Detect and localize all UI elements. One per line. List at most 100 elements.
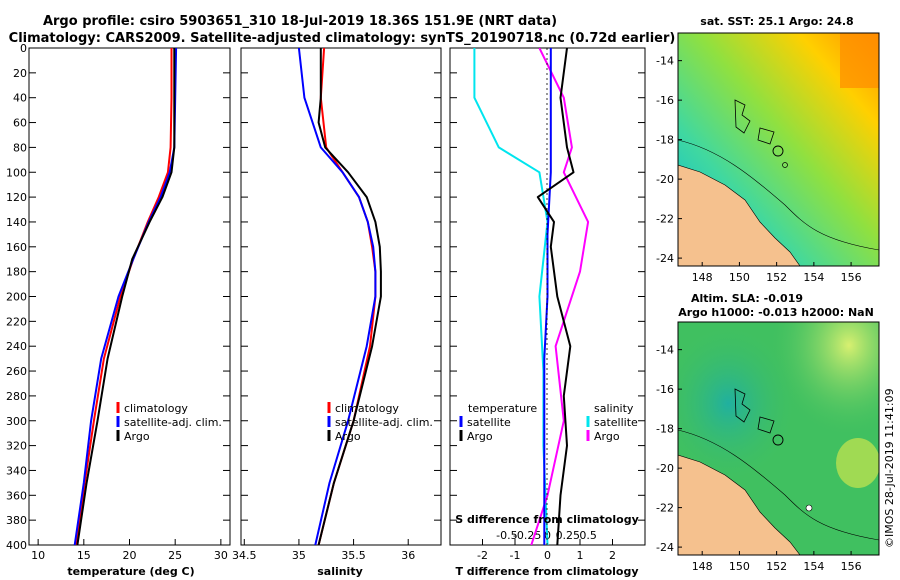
depth-tick-label: 300 <box>6 415 27 428</box>
x-tick-label: 34.5 <box>232 549 257 562</box>
argo-position-marker <box>772 145 784 157</box>
salinity-panel-frame <box>240 47 442 546</box>
sst-warm-patch <box>840 33 879 88</box>
legend-title-salinity: salinity <box>594 402 634 415</box>
temperature-legend: climatology satellite-adj. clim. Argo <box>116 402 222 443</box>
salinity-legend: climatology satellite-adj. clim. Argo <box>327 402 433 443</box>
sla-map <box>678 322 879 555</box>
salinity-x-axis: 34.5 35 35.5 36 <box>232 539 415 562</box>
legend-label-argo: Argo <box>124 430 150 443</box>
x-tick-label: 0 <box>544 549 551 562</box>
x-tick-label: 20 <box>123 549 137 562</box>
x-tick-label: -0.25 <box>513 529 541 542</box>
x-tick-label: -0.5 <box>496 529 517 542</box>
series-line-temperature-argo <box>536 48 575 545</box>
sla-high-anomaly-east <box>836 438 879 488</box>
series-line-salinity-argo <box>530 48 590 545</box>
sla-map-axes: 148 150 152 154 156 -14 -16 -18 -20 -22 -24 <box>656 344 862 573</box>
difference-xlabel: T difference from climatology <box>455 565 638 578</box>
map-lat-label: -20 <box>656 173 674 186</box>
map-lon-label: 152 <box>766 271 787 284</box>
series-line-temperature-satellite <box>543 48 552 545</box>
map-lat-label: -18 <box>656 134 674 147</box>
depth-contour <box>678 429 879 541</box>
depth-tick-label: 20 <box>13 67 27 80</box>
map-lat-label: -14 <box>656 344 674 357</box>
map-lat-label: -16 <box>656 383 674 396</box>
map-lon-label: 156 <box>841 560 862 573</box>
x-tick-label: 25 <box>168 549 182 562</box>
series-line-argo <box>317 48 382 545</box>
difference-legend: temperature satellite Argo salinity sate… <box>459 402 638 443</box>
depth-tick-label: 400 <box>6 539 27 552</box>
map-lat-label: -22 <box>656 502 674 515</box>
legend-label-climatology: climatology <box>124 402 188 415</box>
x-tick-label: 1 <box>577 549 584 562</box>
depth-tick-label: 160 <box>6 241 27 254</box>
depth-tick-label: 240 <box>6 340 27 353</box>
depth-axis: 0 20 40 60 80 100 120 140 160 180 200 220 240 260 280 3… <box>6 42 645 552</box>
figure-title-line2: Climatology: CARS2009. Satellite-adjuste… <box>9 31 676 46</box>
temperature-panel-frame <box>28 47 231 546</box>
x-tick-label: 15 <box>77 549 91 562</box>
series-line-satellite-adj-clim- <box>297 48 377 545</box>
reef-outline <box>734 99 775 145</box>
map-lon-label: 156 <box>841 271 862 284</box>
series-line-satellite-adj-clim- <box>73 48 178 545</box>
depth-tick-label: 380 <box>6 514 27 527</box>
sla-map-frame <box>677 321 880 556</box>
x-tick-label: 36 <box>401 549 415 562</box>
reef-outline <box>734 388 775 434</box>
temperature-xlabel: temperature (deg C) <box>67 565 194 578</box>
temperature-x-axis: 10 15 20 25 30 <box>31 539 228 562</box>
map-lat-label: -24 <box>656 541 674 554</box>
depth-tick-label: 180 <box>6 266 27 279</box>
map-lat-label: -16 <box>656 94 674 107</box>
map-lon-label: 148 <box>692 271 713 284</box>
sst-map-axes: 148 150 152 154 156 -14 -16 -18 -20 -22 -24 <box>656 55 862 284</box>
depth-tick-label: 140 <box>6 216 27 229</box>
reef-marker <box>782 162 788 168</box>
coastline-land <box>678 164 801 266</box>
map-lat-label: -24 <box>656 252 674 265</box>
difference-x-axis: -2 -1 0 1 2 <box>477 539 616 562</box>
legend-label-satellite: satellite-adj. clim. <box>335 416 433 429</box>
x-tick-label: 30 <box>214 549 228 562</box>
map-lon-label: 150 <box>729 560 750 573</box>
map-lon-label: 152 <box>766 560 787 573</box>
x-tick-label: 2 <box>609 549 616 562</box>
sst-map-title: sat. SST: 25.1 Argo: 24.8 <box>700 15 853 28</box>
depth-tick-label: 100 <box>6 166 27 179</box>
imos-credit: ©IMOS 28-Jul-2019 11:41:09 <box>883 388 896 548</box>
legend-label-sal-satellite: satellite <box>594 416 638 429</box>
legend-label-argo: Argo <box>335 430 361 443</box>
depth-tick-label: 200 <box>6 291 27 304</box>
map-lon-label: 154 <box>803 560 824 573</box>
x-tick-label: -2 <box>477 549 488 562</box>
depth-tick-label: 360 <box>6 489 27 502</box>
x-tick-label: 0.5 <box>579 529 597 542</box>
depth-tick-label: 80 <box>13 141 27 154</box>
coastline-land <box>678 454 801 555</box>
x-tick-label: 10 <box>31 549 45 562</box>
legend-label-satellite: satellite-adj. clim. <box>124 416 222 429</box>
depth-tick-label: 40 <box>13 92 27 105</box>
series-line-salinity-satellite <box>473 48 549 545</box>
series-line-climatology <box>75 48 173 545</box>
map-lat-label: -14 <box>656 55 674 68</box>
depth-tick-label: 280 <box>6 390 27 403</box>
legend-title-temperature: temperature <box>468 402 537 415</box>
x-tick-label: 35 <box>292 549 306 562</box>
depth-contour <box>678 139 879 251</box>
salinity-difference-xlabel: S difference from climatology <box>455 513 639 526</box>
salinity-lines <box>297 48 382 545</box>
x-tick-label: 0.25 <box>556 529 581 542</box>
series-line-climatology <box>317 48 377 545</box>
sst-map <box>678 33 879 266</box>
map-lat-label: -20 <box>656 462 674 475</box>
depth-tick-label: 320 <box>6 440 27 453</box>
figure-title-line1: Argo profile: csiro 5903651_310 18-Jul-2… <box>43 14 557 29</box>
map-lat-label: -18 <box>656 423 674 436</box>
map-lon-label: 148 <box>692 560 713 573</box>
